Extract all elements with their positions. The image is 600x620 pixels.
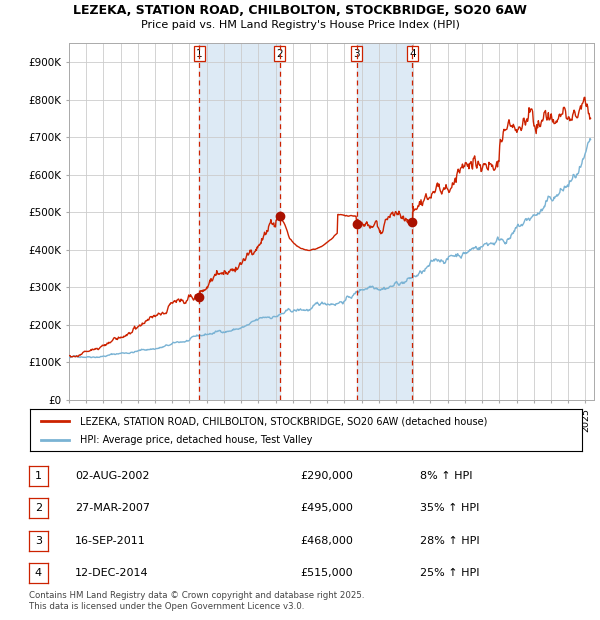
Text: £495,000: £495,000 — [300, 503, 353, 513]
Text: 1: 1 — [35, 471, 42, 481]
Text: Contains HM Land Registry data © Crown copyright and database right 2025.
This d: Contains HM Land Registry data © Crown c… — [29, 591, 364, 611]
Bar — [199, 43, 280, 400]
Text: 28% ↑ HPI: 28% ↑ HPI — [420, 536, 479, 546]
Text: LEZEKA, STATION ROAD, CHILBOLTON, STOCKBRIDGE, SO20 6AW (detached house): LEZEKA, STATION ROAD, CHILBOLTON, STOCKB… — [80, 416, 487, 426]
Text: 8% ↑ HPI: 8% ↑ HPI — [420, 471, 473, 481]
Text: 3: 3 — [35, 536, 42, 546]
Text: Price paid vs. HM Land Registry's House Price Index (HPI): Price paid vs. HM Land Registry's House … — [140, 20, 460, 30]
Text: 35% ↑ HPI: 35% ↑ HPI — [420, 503, 479, 513]
Text: 2: 2 — [35, 503, 42, 513]
Text: 25% ↑ HPI: 25% ↑ HPI — [420, 568, 479, 578]
Text: HPI: Average price, detached house, Test Valley: HPI: Average price, detached house, Test… — [80, 435, 312, 445]
Text: 02-AUG-2002: 02-AUG-2002 — [75, 471, 149, 481]
Text: £468,000: £468,000 — [300, 536, 353, 546]
Text: 16-SEP-2011: 16-SEP-2011 — [75, 536, 146, 546]
Text: 12-DEC-2014: 12-DEC-2014 — [75, 568, 149, 578]
Bar — [356, 43, 412, 400]
Text: 4: 4 — [35, 568, 42, 578]
Text: 2: 2 — [276, 49, 283, 59]
Text: 1: 1 — [196, 49, 203, 59]
Text: LEZEKA, STATION ROAD, CHILBOLTON, STOCKBRIDGE, SO20 6AW: LEZEKA, STATION ROAD, CHILBOLTON, STOCKB… — [73, 4, 527, 17]
Text: £515,000: £515,000 — [300, 568, 353, 578]
Text: 27-MAR-2007: 27-MAR-2007 — [75, 503, 150, 513]
Text: £290,000: £290,000 — [300, 471, 353, 481]
Text: 4: 4 — [409, 49, 416, 59]
Text: 3: 3 — [353, 49, 360, 59]
